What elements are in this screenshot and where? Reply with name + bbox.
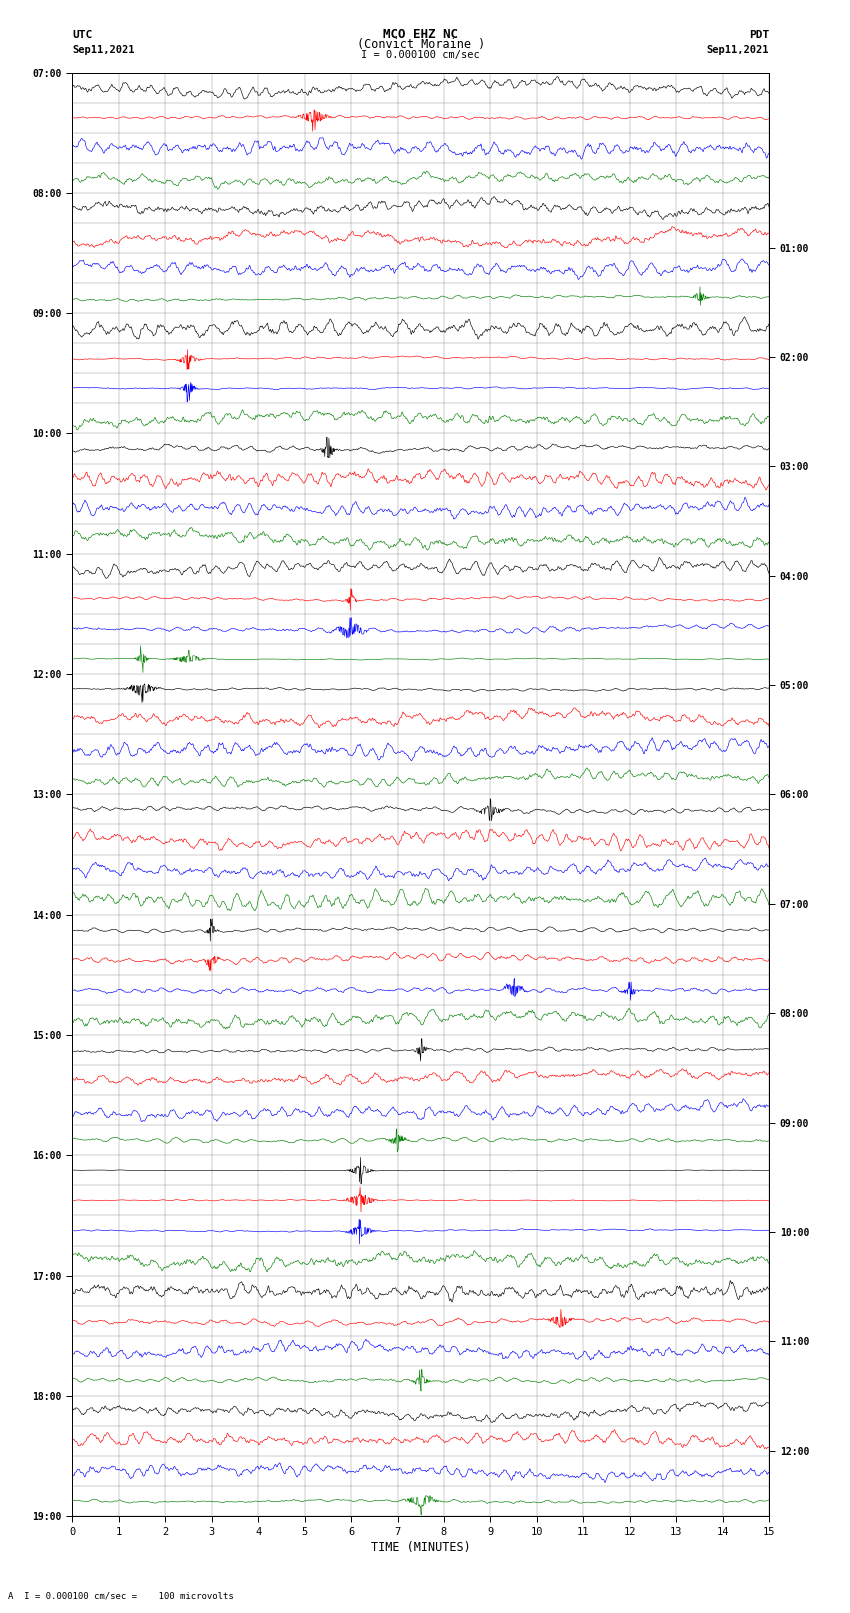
Text: Sep11,2021: Sep11,2021 [72,45,135,55]
Text: A  I = 0.000100 cm/sec =    100 microvolts: A I = 0.000100 cm/sec = 100 microvolts [8,1590,235,1600]
Text: (Convict Moraine ): (Convict Moraine ) [357,37,484,50]
X-axis label: TIME (MINUTES): TIME (MINUTES) [371,1540,471,1553]
Text: PDT: PDT [749,31,769,40]
Text: UTC: UTC [72,31,93,40]
Text: Sep11,2021: Sep11,2021 [706,45,769,55]
Text: I = 0.000100 cm/sec: I = 0.000100 cm/sec [361,50,480,60]
Text: MCO EHZ NC: MCO EHZ NC [383,27,458,40]
